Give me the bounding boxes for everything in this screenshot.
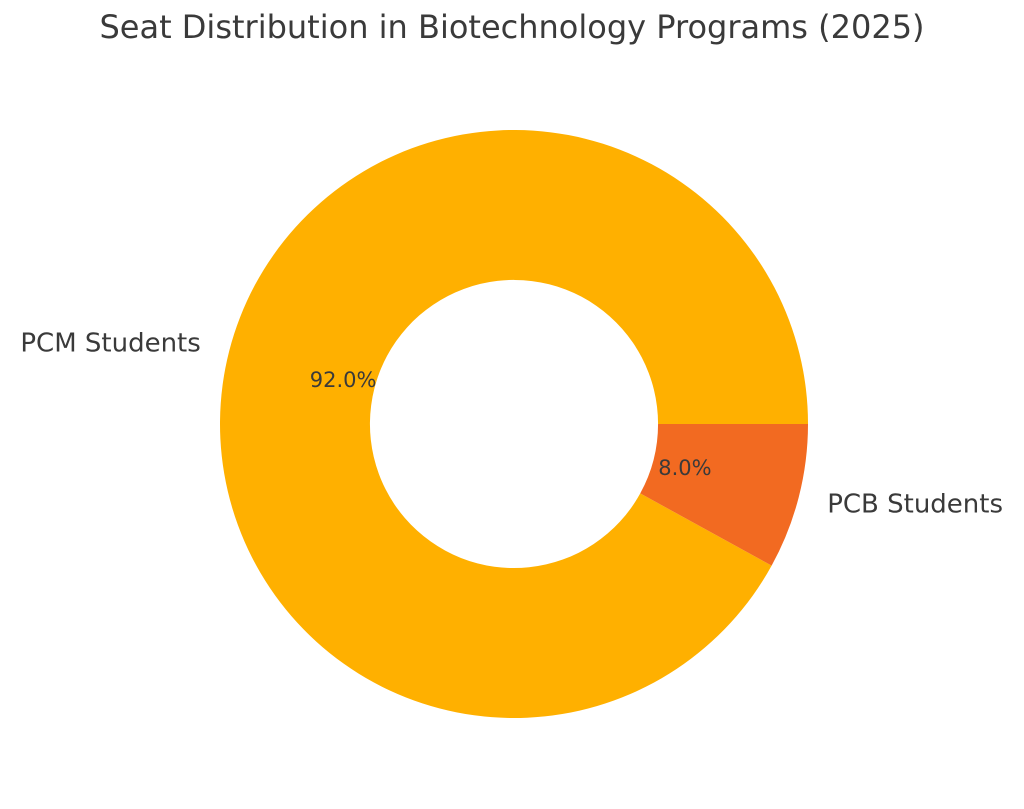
category-label-pcb-students: PCB Students [827, 489, 1003, 519]
chart-title: Seat Distribution in Biotechnology Progr… [99, 8, 925, 46]
pct-label-pcm-students: 92.0% [310, 368, 377, 392]
category-label-pcm-students: PCM Students [20, 329, 200, 359]
pct-label-pcb-students: 8.0% [658, 456, 711, 480]
pie-slice-pcm-students [220, 129, 809, 718]
pie-slice-pcb-students [640, 424, 808, 566]
